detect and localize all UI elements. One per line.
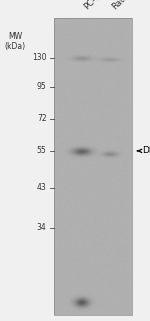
Text: 34: 34 — [37, 223, 46, 232]
Text: MW
(kDa): MW (kDa) — [4, 32, 26, 51]
Text: PC-12: PC-12 — [82, 0, 105, 11]
Text: 55: 55 — [37, 146, 46, 155]
Text: 130: 130 — [32, 53, 46, 62]
Text: 43: 43 — [37, 183, 46, 192]
Text: DLD: DLD — [142, 146, 150, 155]
Bar — [54, 18, 132, 315]
Text: Rat2: Rat2 — [110, 0, 130, 11]
Text: 95: 95 — [37, 82, 46, 91]
Text: 72: 72 — [37, 114, 46, 123]
